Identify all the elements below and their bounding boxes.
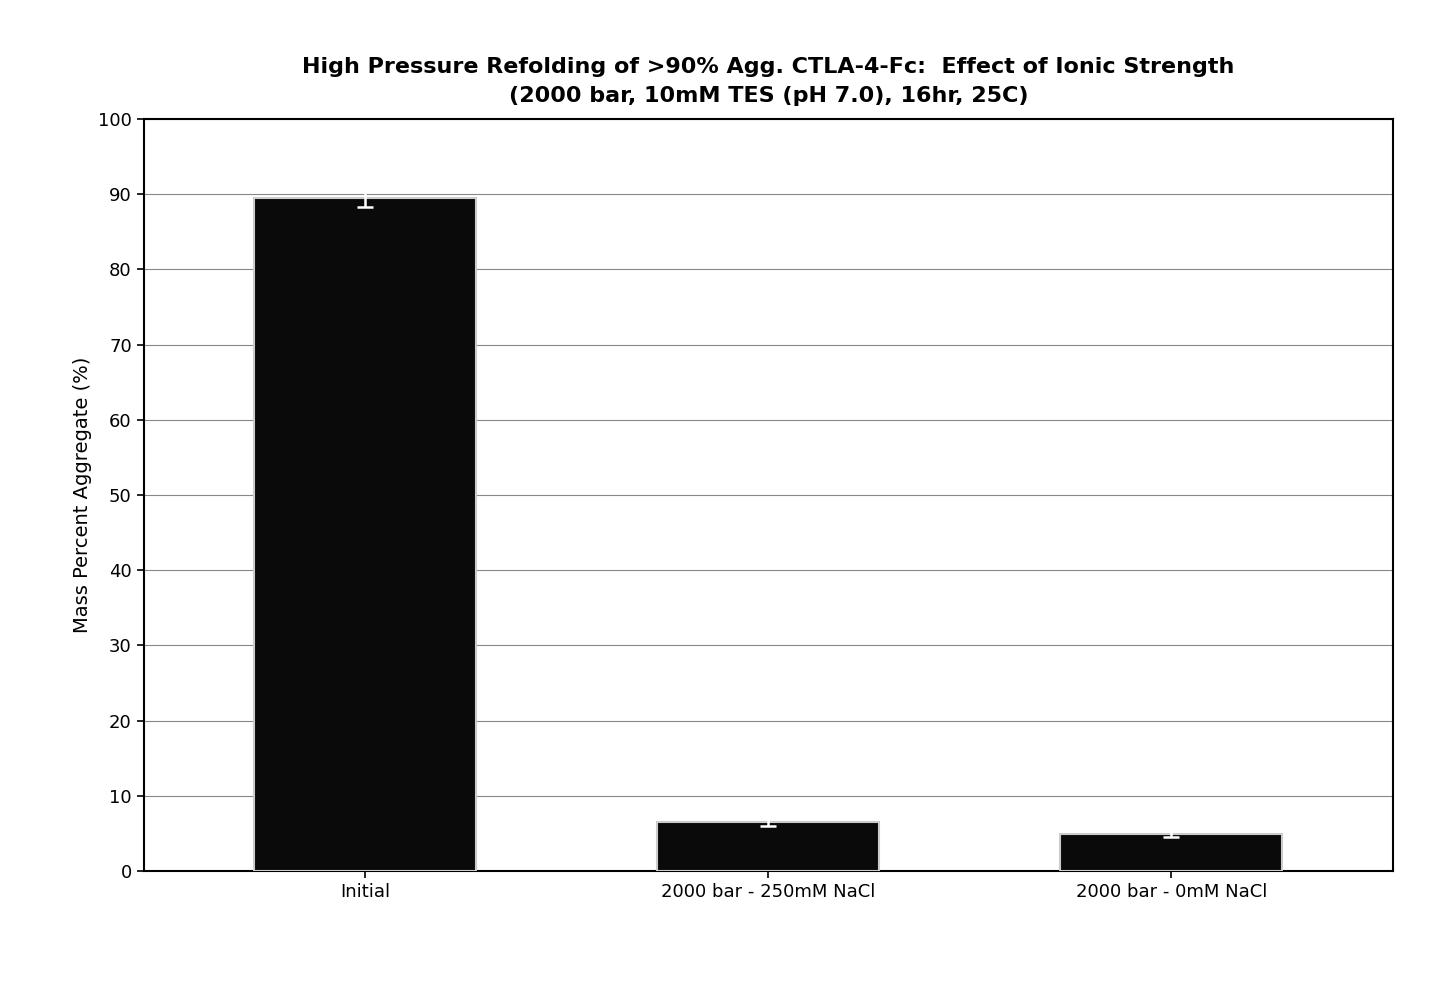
Title: High Pressure Refolding of >90% Agg. CTLA-4-Fc:  Effect of Ionic Strength
(2000 : High Pressure Refolding of >90% Agg. CTL…: [302, 56, 1235, 106]
Y-axis label: Mass Percent Aggregate (%): Mass Percent Aggregate (%): [73, 356, 92, 634]
Bar: [658, 823, 879, 871]
Bar: [1060, 834, 1282, 871]
Bar: [254, 198, 477, 871]
